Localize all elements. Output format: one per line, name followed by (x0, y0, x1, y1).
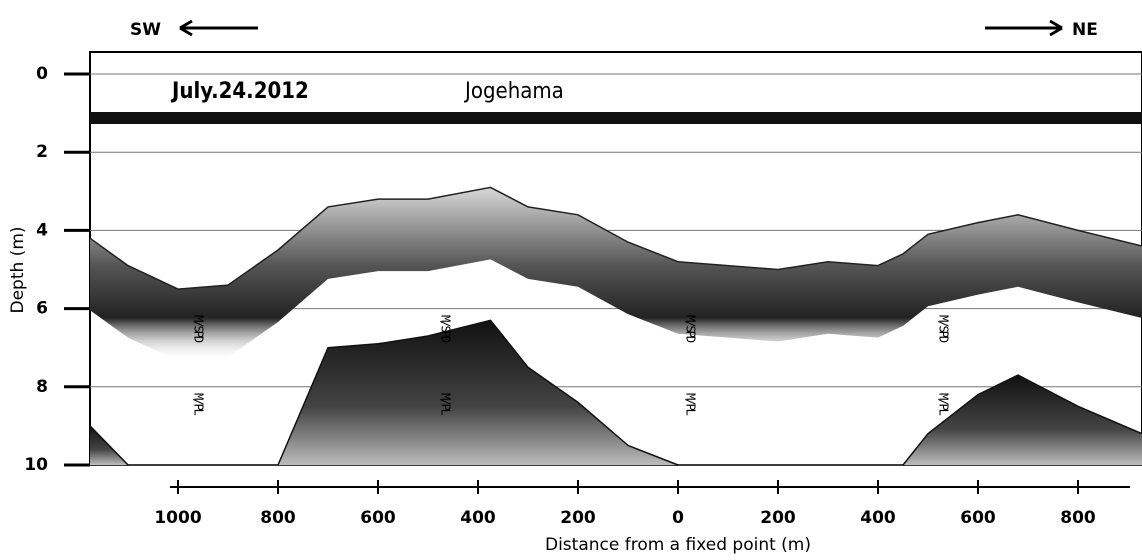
site-label: Jogehama (463, 79, 564, 104)
transducer-band (90, 112, 1142, 124)
annotation: M/SPD (192, 315, 206, 343)
y-tick-label: 2 (36, 142, 48, 162)
y-tick-label: 8 (36, 377, 48, 397)
annotation: M/PL (439, 393, 453, 416)
seabed-line (89, 186, 1142, 290)
arrow-right (985, 19, 1063, 37)
x-tick-label: 600 (960, 508, 996, 528)
echo-band (90, 187, 1142, 362)
x-tick-label: 400 (860, 508, 896, 528)
layer-line (89, 425, 129, 466)
y-tick-label: 10 (24, 455, 48, 475)
y-tick-label: 6 (36, 299, 48, 319)
x-tick-label: 200 (560, 508, 596, 528)
annotation: M/PL (684, 393, 698, 416)
annotation: M/SPD (937, 315, 951, 343)
date-label: July.24.2012 (170, 79, 309, 104)
x-tick-label: 1000 (154, 508, 201, 528)
layer-line (902, 374, 1142, 466)
layer-line (277, 319, 679, 466)
x-tick-label: 800 (1060, 508, 1096, 528)
deep-layer (278, 320, 678, 465)
x-tick-label: 600 (360, 508, 396, 528)
direction-right: NE (1072, 20, 1098, 40)
y-tick-label: 4 (36, 220, 48, 240)
x-axis-label: Distance from a fixed point (m) (545, 535, 811, 555)
y-axis-label: Depth (m) (8, 226, 28, 313)
annotation: M/SPD (439, 315, 453, 343)
x-tick-label: 800 (260, 508, 296, 528)
x-tick-label: 400 (460, 508, 496, 528)
y-tick-label: 0 (36, 64, 48, 84)
x-tick-label: 200 (760, 508, 796, 528)
deep-layer (903, 375, 1142, 465)
annotation: M/PL (937, 393, 951, 416)
x-tick-label: 0 (672, 508, 684, 528)
annotation: M/SPD (684, 315, 698, 343)
direction-left: SW (130, 20, 161, 40)
annotation: M/PL (192, 393, 206, 416)
arrow-left (179, 19, 258, 37)
